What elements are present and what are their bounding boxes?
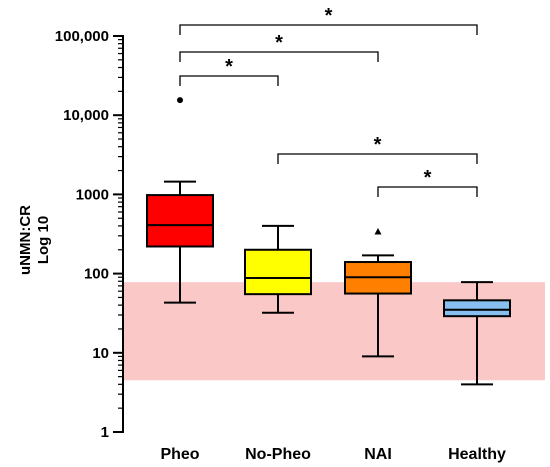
box-healthy: Healthy bbox=[443, 281, 511, 463]
box-nai: NAI bbox=[344, 228, 412, 463]
bracket-line bbox=[277, 153, 478, 164]
y-axis-label-line2: Log 10 bbox=[35, 216, 52, 264]
iqr-box bbox=[443, 299, 511, 318]
reference-band-layer bbox=[123, 282, 545, 381]
significance-star: * bbox=[225, 56, 233, 78]
significance-bracket: * bbox=[179, 56, 279, 86]
y-tick-label: 1 bbox=[101, 424, 109, 441]
significance-star: * bbox=[275, 32, 283, 54]
x-category-label: Healthy bbox=[448, 446, 506, 463]
box-pheo: Pheo bbox=[146, 97, 214, 463]
iqr-box bbox=[146, 194, 214, 248]
y-tick-label: 10 bbox=[92, 345, 109, 362]
outlier-point bbox=[177, 97, 183, 104]
outlier-point bbox=[374, 228, 382, 235]
box-no-pheo: No-Pheo bbox=[244, 224, 312, 463]
bracket-line bbox=[179, 51, 379, 62]
box-series-layer: Pheo No-Pheo NAI Healthy bbox=[146, 97, 511, 463]
x-category-label: No-Pheo bbox=[245, 446, 311, 463]
bracket-line bbox=[377, 186, 478, 197]
y-tick-label: 100,000 bbox=[55, 28, 109, 45]
iqr-box bbox=[244, 248, 312, 296]
y-axis: 1 10 100 1000 10,000 100,000 bbox=[55, 28, 124, 441]
significance-bracket: * bbox=[377, 167, 478, 197]
significance-star: * bbox=[374, 134, 382, 156]
x-category-label: Pheo bbox=[160, 446, 199, 463]
x-category-label: NAI bbox=[364, 446, 392, 463]
significance-star: * bbox=[424, 167, 432, 189]
y-tick-label: 1000 bbox=[76, 186, 109, 203]
reference-range-band bbox=[123, 282, 545, 381]
significance-bracket: * bbox=[179, 32, 379, 62]
bracket-line bbox=[179, 75, 279, 86]
significance-bracket: * bbox=[277, 134, 478, 164]
bracket-line bbox=[179, 24, 478, 35]
y-tick-label: 10,000 bbox=[63, 107, 109, 124]
significance-star: * bbox=[325, 5, 333, 27]
y-tick-label: 100 bbox=[84, 266, 109, 283]
significance-layer: * * * * * bbox=[179, 5, 478, 197]
significance-bracket: * bbox=[179, 5, 478, 35]
y-axis-label-line1: uNMN:CR bbox=[17, 205, 34, 275]
